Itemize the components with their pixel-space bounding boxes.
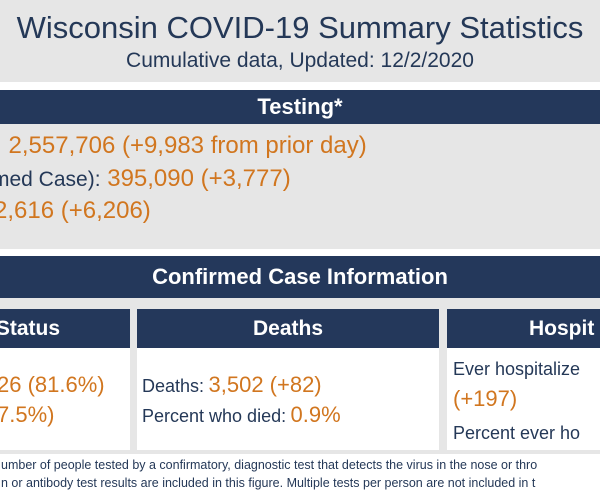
hospitalization-line-1: Ever hospitalize (453, 359, 581, 379)
status-heading-label: Status (0, 317, 60, 340)
footnote: umber of people tested by a confirmatory… (0, 456, 600, 500)
page-subtitle: Cumulative data, Updated: 12/2/2020 (126, 49, 474, 72)
hospitalization-heading: Hospit (447, 309, 600, 348)
testing-line-2-value: 395,090 (+3,777) (107, 165, 291, 192)
confirmed-case-heading: Confirmed Case Information (0, 256, 600, 298)
deaths-percent-label: Percent who died: (142, 406, 287, 426)
footnote-line-2: n or antibody test results are included … (1, 476, 536, 490)
hospitalization-heading-label: Hospit (529, 317, 595, 340)
status-line-2: 7.5%) (0, 402, 55, 427)
page-title: Wisconsin COVID-19 Summary Statistics (16, 10, 584, 45)
hospitalization-card: Ever hospitalize (+197) Percent ever ho (447, 348, 600, 450)
hospitalization-line-2: (+197) (453, 386, 518, 411)
testing-line-3-value: 2,616 (+6,206) (0, 197, 151, 224)
deaths-percent-line: Percent who died: 0.9% (142, 402, 341, 428)
testing-line-1-label: : (0, 135, 2, 158)
status-card: 26 (81.6%) 7.5%) (0, 348, 130, 450)
deaths-count-label: Deaths: (142, 376, 205, 396)
deaths-heading: Deaths (137, 309, 439, 348)
status-heading: Status (0, 309, 130, 348)
deaths-count-value: 3,502 (+82) (208, 372, 322, 397)
testing-line-2-label: med Case): (0, 168, 101, 191)
testing-line-1-value: 2,557,706 (+9,983 from prior day) (8, 132, 367, 159)
deaths-count-line: Deaths: 3,502 (+82) (142, 372, 322, 398)
deaths-card: Deaths: 3,502 (+82) Percent who died: 0.… (137, 348, 439, 450)
testing-heading: Testing* (0, 90, 600, 124)
testing-line-negative: 2,616 (+6,206) (0, 197, 151, 225)
footnote-line-1: umber of people tested by a confirmatory… (1, 458, 538, 472)
testing-line-total-tests: : 2,557,706 (+9,983 from prior day) (0, 132, 367, 160)
header-panel: Wisconsin COVID-19 Summary Statistics Cu… (0, 0, 600, 82)
hospitalization-line-3: Percent ever ho (453, 423, 581, 443)
status-line-1: 26 (81.6%) (0, 372, 105, 397)
deaths-percent-value: 0.9% (290, 402, 341, 427)
testing-panel: : 2,557,706 (+9,983 from prior day) med … (0, 124, 600, 249)
testing-line-confirmed: med Case): 395,090 (+3,777) (0, 165, 291, 193)
